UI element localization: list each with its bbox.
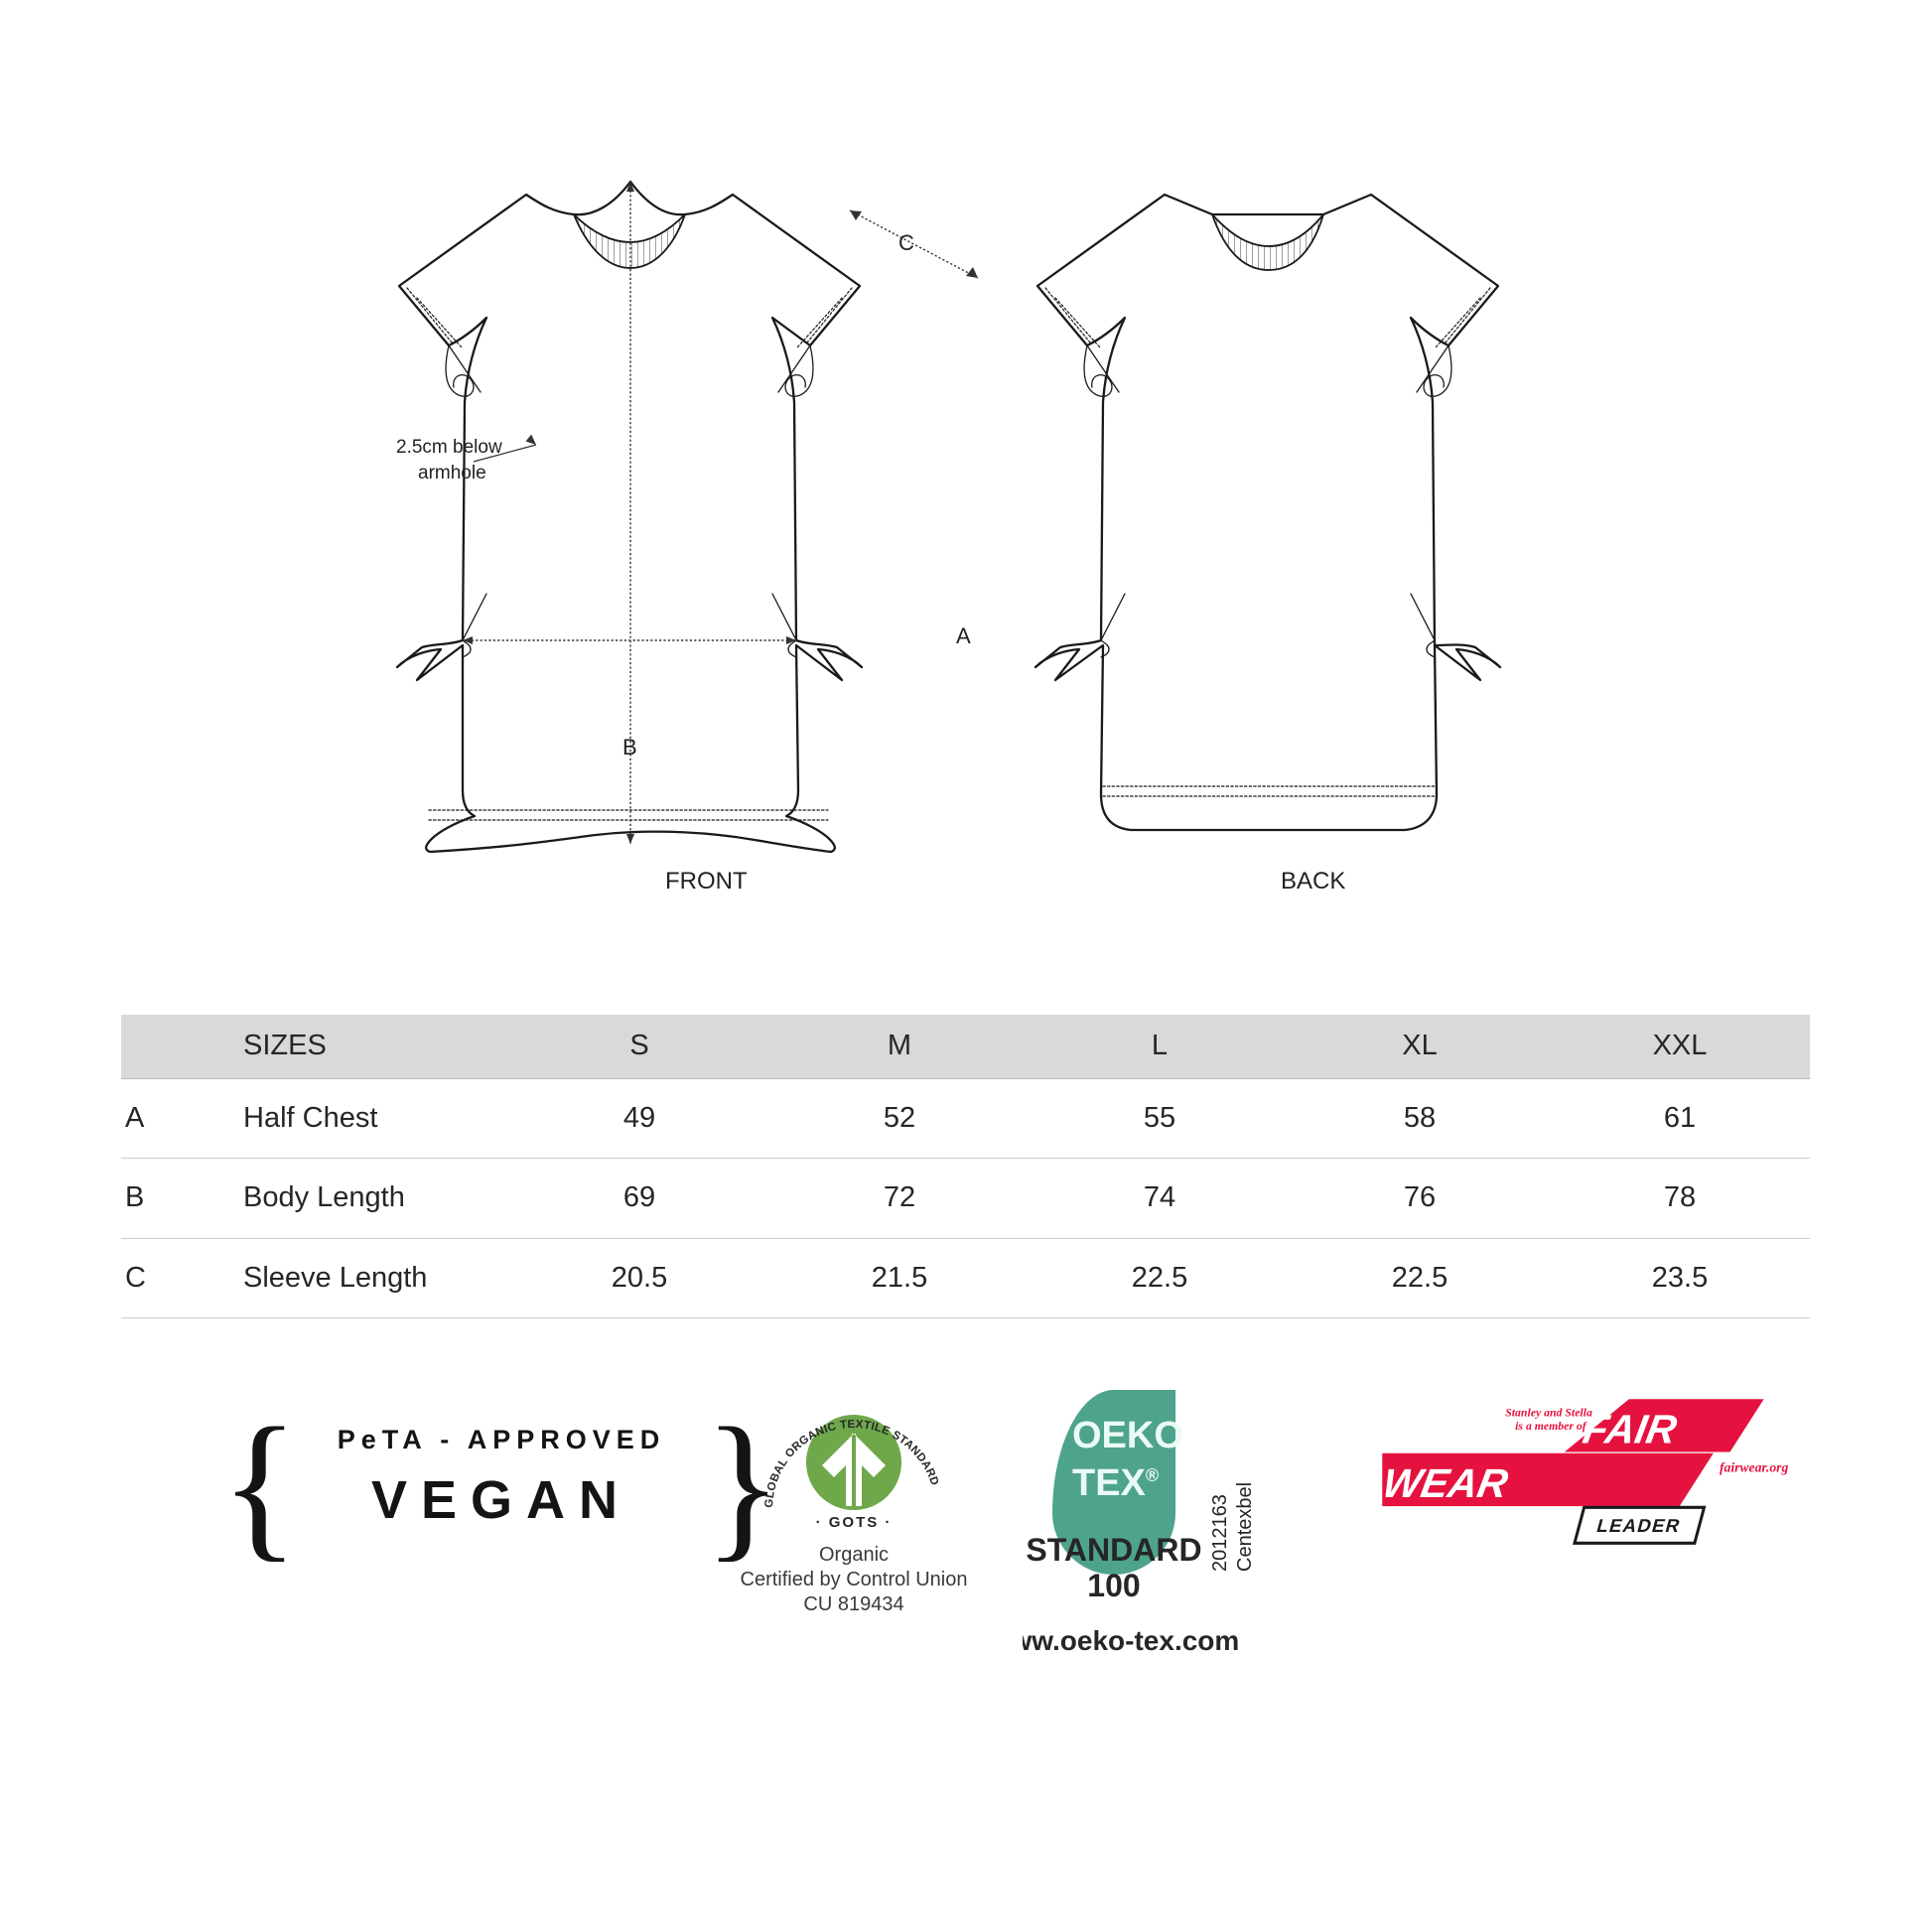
svg-text:FAIR: FAIR (1580, 1407, 1680, 1452)
svg-text:Centexbel: Centexbel (1234, 1482, 1256, 1572)
svg-text:STANDARD: STANDARD (1026, 1532, 1201, 1568)
svg-text:100: 100 (1087, 1568, 1140, 1603)
svg-text:Stanley and Stella: Stanley and Stella (1505, 1407, 1592, 1420)
svg-text:· GOTS ·: · GOTS · (816, 1514, 893, 1531)
svg-text:is a member of: is a member of (1515, 1420, 1587, 1433)
svg-text:FRONT: FRONT (665, 868, 748, 895)
svg-text:CU 819434: CU 819434 (803, 1593, 903, 1615)
svg-text:2.5cm below: 2.5cm below (396, 437, 502, 458)
svg-text:fairwear.org: fairwear.org (1720, 1459, 1788, 1474)
svg-text:C: C (898, 230, 914, 255)
svg-text:Organic: Organic (819, 1544, 889, 1566)
svg-text:LEADER: LEADER (1594, 1516, 1683, 1537)
svg-text:2012163: 2012163 (1209, 1494, 1231, 1572)
svg-text:A: A (956, 623, 971, 648)
svg-text:BACK: BACK (1281, 868, 1345, 895)
svg-text:WEAR: WEAR (1380, 1460, 1511, 1506)
svg-text:armhole: armhole (418, 463, 486, 483)
svg-text:Certified by Control Union: Certified by Control Union (741, 1569, 968, 1590)
svg-text:www.oeko-tex.com: www.oeko-tex.com (1023, 1625, 1239, 1656)
svg-text:B: B (622, 735, 637, 759)
svg-text:OEKO: OEKO (1072, 1415, 1183, 1456)
